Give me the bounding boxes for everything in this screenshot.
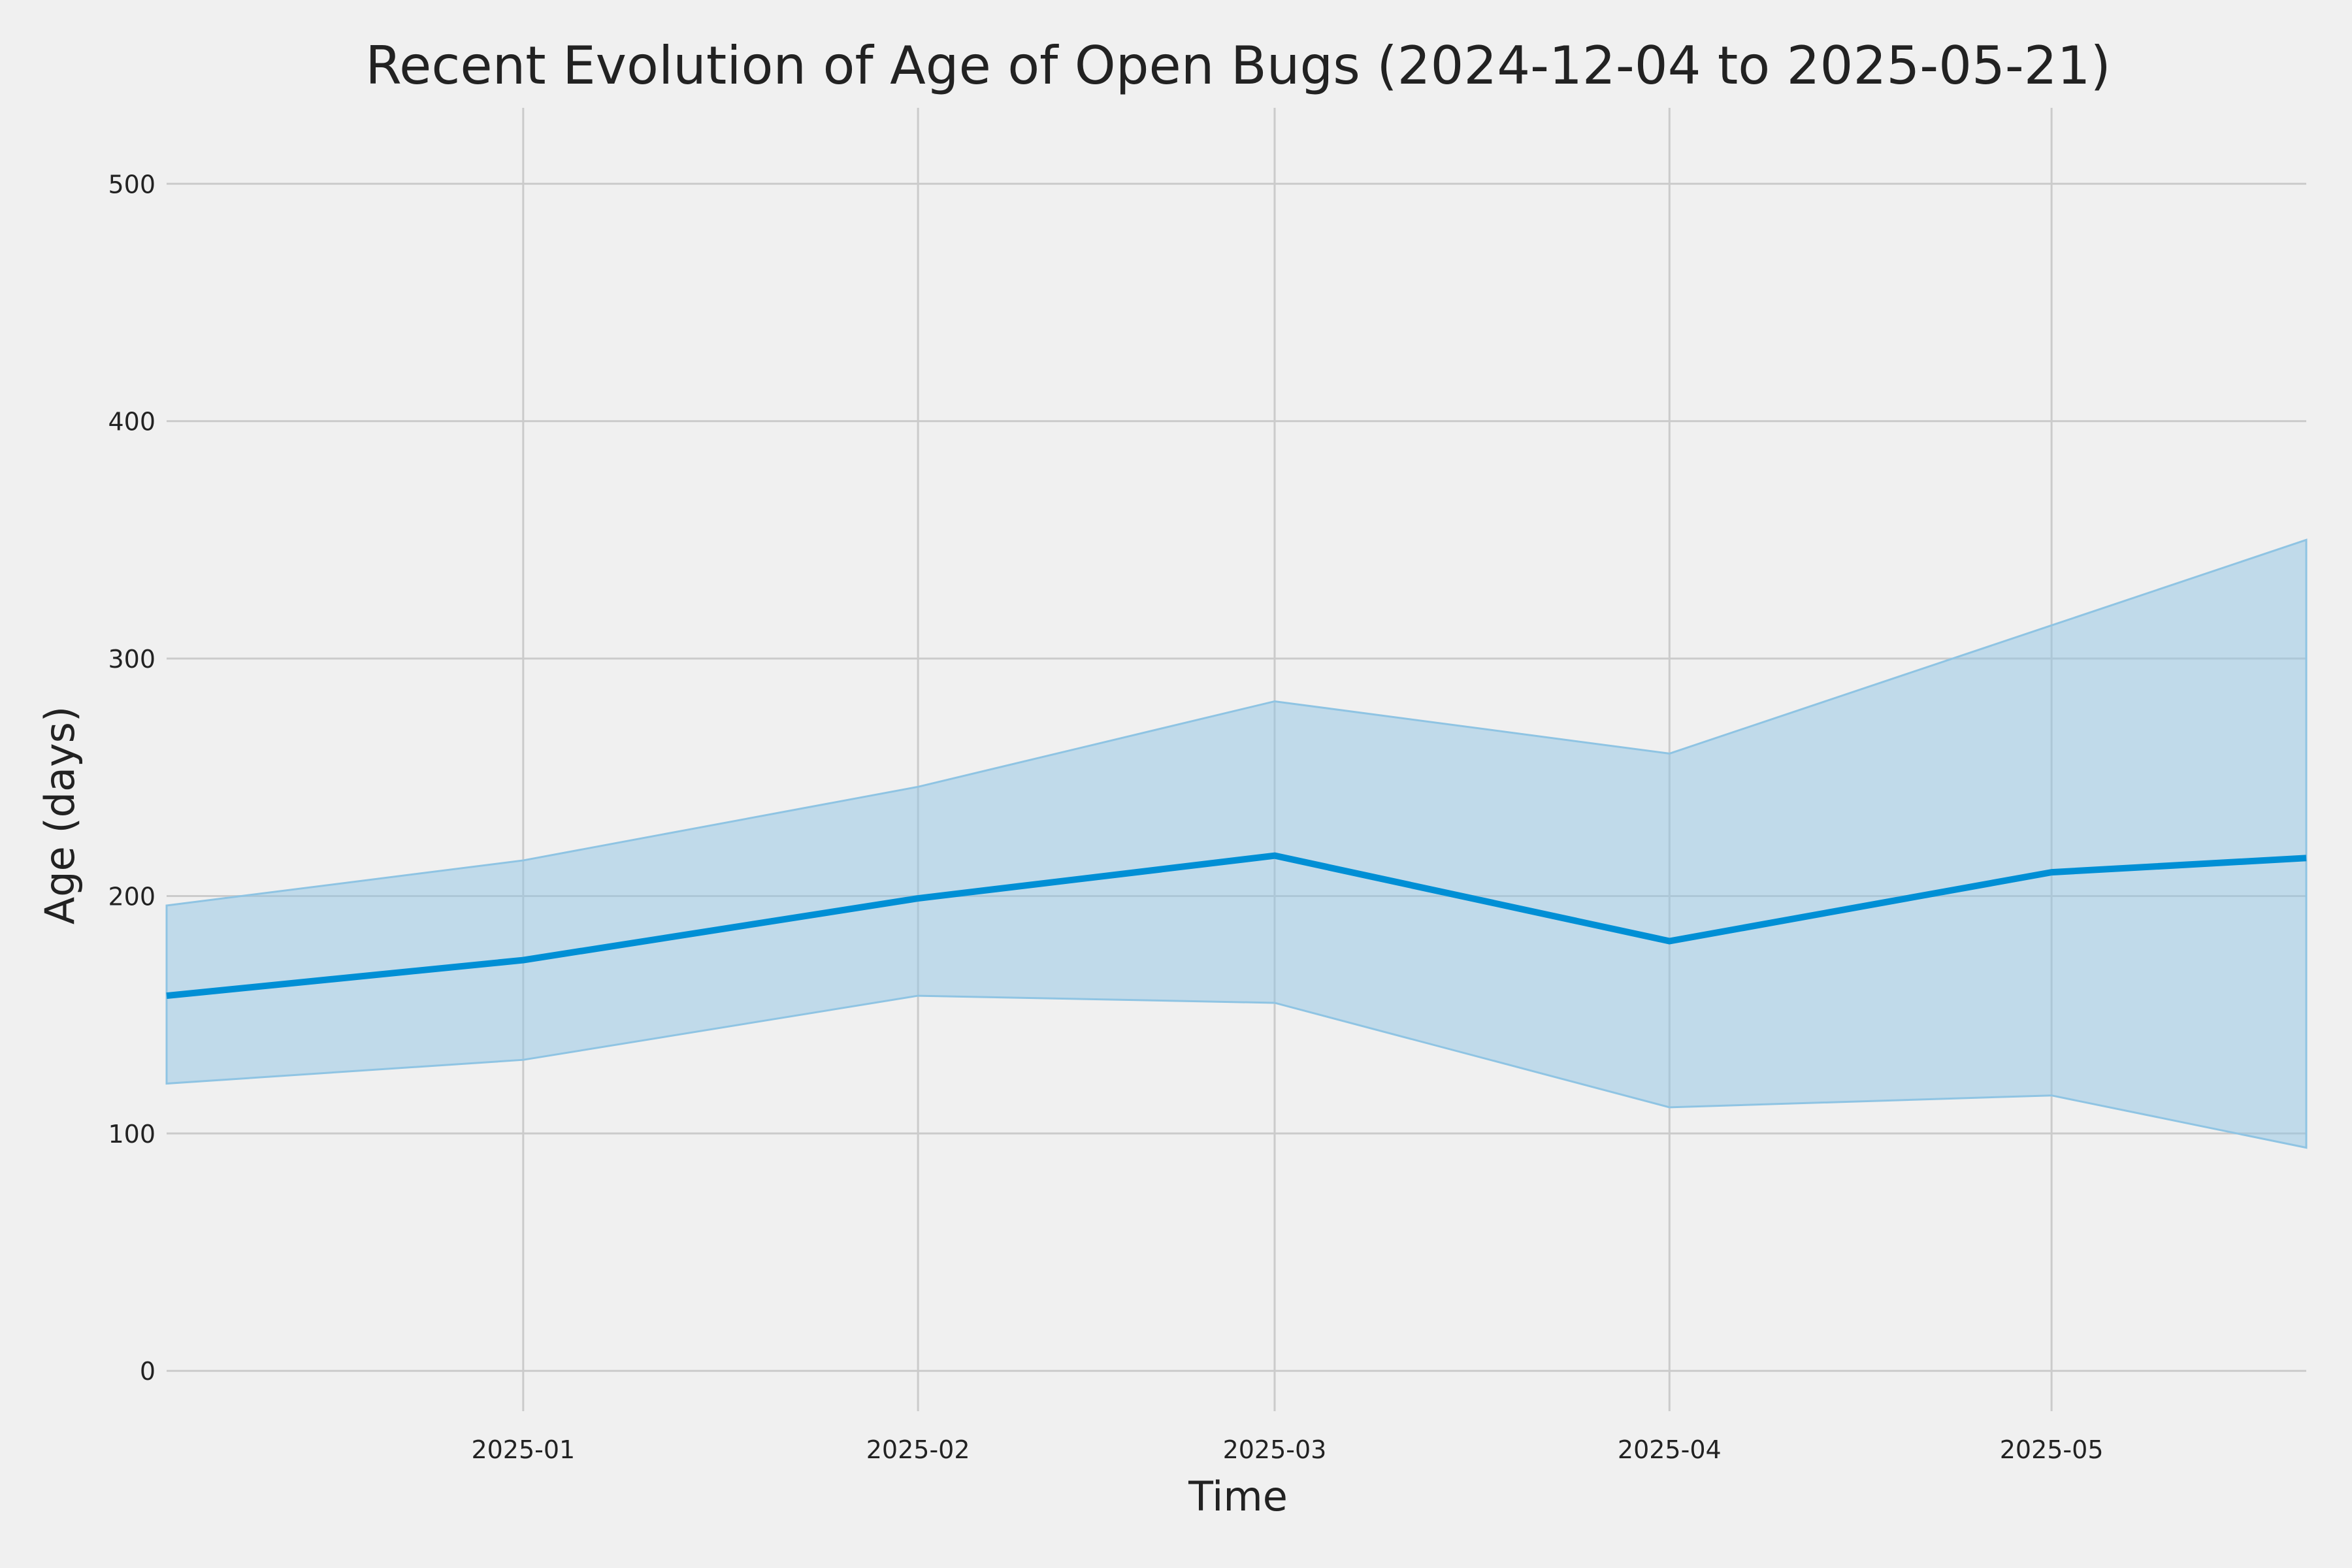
y-tick-label-200: 200 [108, 882, 155, 911]
y-tick-label-400: 400 [108, 408, 155, 436]
y-tick-label-0: 0 [140, 1357, 155, 1386]
y-axis-label: Age (days) [36, 706, 84, 924]
x-tick-label-2025-02: 2025-02 [866, 1435, 970, 1464]
x-tick-label-2025-04: 2025-04 [1618, 1435, 1722, 1464]
y-tick-label-500: 500 [108, 170, 155, 199]
x-tick-label-2025-01: 2025-01 [471, 1435, 575, 1464]
y-tick-label-100: 100 [108, 1120, 155, 1149]
confidence-band [165, 538, 2308, 1149]
series-line-path-0 [166, 852, 2307, 1000]
series-line [166, 852, 2307, 1000]
chart-title: Recent Evolution of Age of Open Bugs (20… [365, 35, 2111, 96]
series-band-0 [165, 538, 2308, 1149]
x-axis-label: Time [1188, 1473, 1288, 1520]
tick-labels: 0 100 200 300 400 500 2025-01 2025-02 2025-03 202… [108, 170, 2103, 1464]
x-tick-label-2025-03: 2025-03 [1223, 1435, 1327, 1464]
y-tick-label-300: 300 [108, 645, 155, 674]
x-tick-label-2025-05: 2025-05 [2000, 1435, 2104, 1464]
